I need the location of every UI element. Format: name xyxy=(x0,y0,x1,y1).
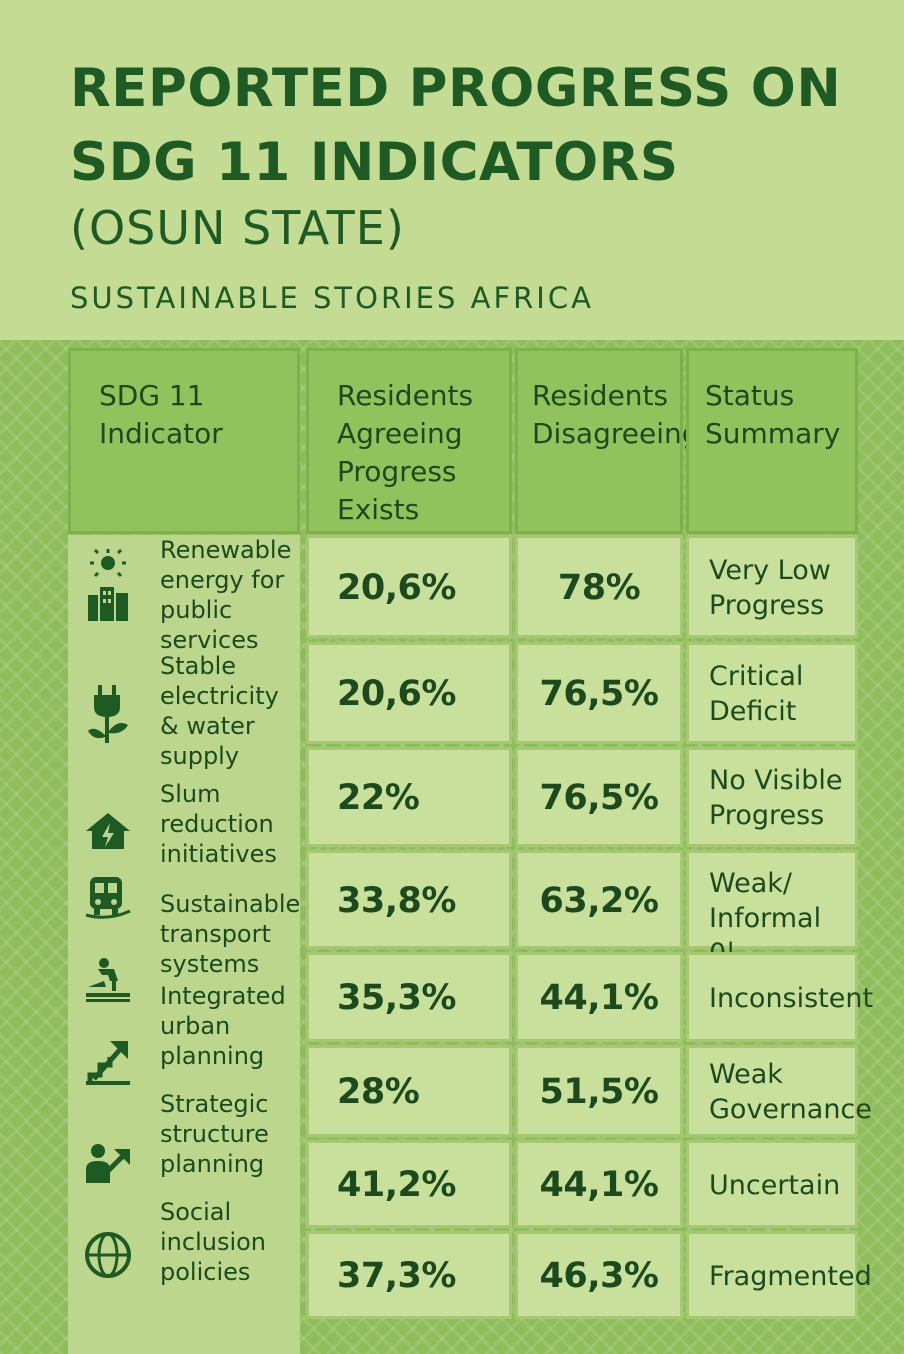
bus-icon xyxy=(84,875,132,929)
status-summary-text: Weak Governance xyxy=(709,1059,872,1125)
status-summary-text: Fragmented xyxy=(709,1260,872,1292)
agree-value-cell: 35,3% xyxy=(306,952,512,1042)
indicator-label: Strategic structure planning xyxy=(160,1090,269,1178)
status-summary-cell: Weak Governance xyxy=(686,1045,872,1137)
disagree-value-cell: 76,5% xyxy=(515,747,683,847)
disagree-value-cell: 44,1% xyxy=(515,1140,683,1228)
agree-percentage: 35,3% xyxy=(337,978,456,1018)
column-header-text: SDG 11 Indicator xyxy=(99,379,223,450)
brand-name: SUSTAINABLE STORIES AFRICA xyxy=(70,281,594,315)
status-summary-cell: No Visible Progress xyxy=(686,747,858,847)
indicator-table: SDG 11 Indicator Residents Agreeing Prog… xyxy=(0,345,904,1354)
house-bolt-icon xyxy=(84,811,132,865)
indicator-label: Integrated urban planning xyxy=(160,982,286,1070)
disagree-value-cell: 51,5% xyxy=(515,1045,683,1137)
agree-value-cell: 22% xyxy=(306,747,512,847)
status-summary-text: Very Low Progress xyxy=(709,554,831,621)
agree-percentage: 22% xyxy=(337,778,420,818)
agree-percentage: 28% xyxy=(337,1072,420,1112)
chart-title: REPORTED PROGRESS ON SDG 11 INDICATORS xyxy=(70,58,842,193)
column-header-text: Residents Agreeing Progress Exists xyxy=(337,379,474,526)
agree-percentage: 20,6% xyxy=(337,674,456,714)
status-summary-cell: Weak/ Informal 0|- xyxy=(686,850,858,969)
disagree-percentage: 51,5% xyxy=(539,1072,659,1112)
column-header-status: Status Summary xyxy=(686,348,858,534)
disagree-percentage: 44,1% xyxy=(539,1165,659,1205)
indicator-label: Renewable energy for public services xyxy=(160,536,292,654)
agree-percentage: 33,8% xyxy=(337,880,456,921)
agree-value-cell: 41,2% xyxy=(306,1140,512,1228)
disagree-percentage: 63,2% xyxy=(539,880,659,921)
disagree-value-cell: 44,1% xyxy=(515,952,683,1042)
disagree-percentage: 76,5% xyxy=(539,778,659,818)
disagree-value-cell: 46,3% xyxy=(515,1231,683,1319)
status-summary-cell: Critical Deficit xyxy=(686,642,858,744)
roadwork-icon xyxy=(84,955,132,1009)
agree-percentage: 20,6% xyxy=(337,567,456,608)
plug-leaf-icon xyxy=(84,685,132,743)
indicator-column: Renewable energy for public services Stab… xyxy=(68,535,300,1354)
indicator-label: Sustainable transport systems xyxy=(160,890,301,978)
agree-percentage: 41,2% xyxy=(337,1165,456,1205)
column-header-text: Status Summary xyxy=(705,379,841,450)
status-summary-cell: Uncertain xyxy=(686,1140,858,1228)
status-summary-cell: Very Low Progress xyxy=(686,535,858,638)
person-arrow-icon xyxy=(84,1143,132,1197)
sun-buildings-icon xyxy=(84,548,132,621)
growth-arrow-icon xyxy=(84,1035,132,1089)
status-summary-text: No Visible Progress xyxy=(709,765,843,831)
column-header-indicator: SDG 11 Indicator xyxy=(68,348,300,534)
column-header-agree: Residents Agreeing Progress Exists xyxy=(306,348,512,534)
agree-value-cell: 28% xyxy=(306,1045,512,1137)
indicator-label: Social inclusion policies xyxy=(160,1198,267,1286)
status-summary-text: Critical Deficit xyxy=(709,661,804,727)
status-summary-cell: Inconsistent xyxy=(686,952,874,1042)
agree-value-cell: 33,8% xyxy=(306,850,512,949)
indicator-label: Stable electricity & water supply xyxy=(160,652,279,770)
agree-value-cell: 20,6% xyxy=(306,642,512,744)
status-summary-cell: Fragmented xyxy=(686,1231,872,1319)
chart-subtitle: (OSUN STATE) xyxy=(70,201,405,255)
disagree-percentage: 46,3% xyxy=(539,1256,659,1296)
disagree-value-cell: 78% xyxy=(515,535,683,638)
header: REPORTED PROGRESS ON SDG 11 INDICATORS (… xyxy=(0,0,904,340)
disagree-percentage: 78% xyxy=(557,567,641,608)
column-header-text: Residents Disagreeing xyxy=(532,379,700,450)
status-summary-text: Uncertain xyxy=(709,1169,841,1201)
agree-value-cell: 20,6% xyxy=(306,535,512,638)
status-summary-text: Inconsistent xyxy=(709,982,874,1014)
agree-value-cell: 37,3% xyxy=(306,1231,512,1319)
agree-percentage: 37,3% xyxy=(337,1256,456,1296)
column-header-disagree: Residents Disagreeing xyxy=(515,348,700,534)
disagree-percentage: 76,5% xyxy=(539,674,659,714)
globe-icon xyxy=(84,1231,132,1285)
indicator-label: Slum reduction initiatives xyxy=(160,780,277,868)
disagree-value-cell: 63,2% xyxy=(515,850,683,949)
disagree-percentage: 44,1% xyxy=(539,978,659,1018)
disagree-value-cell: 76,5% xyxy=(515,642,683,744)
